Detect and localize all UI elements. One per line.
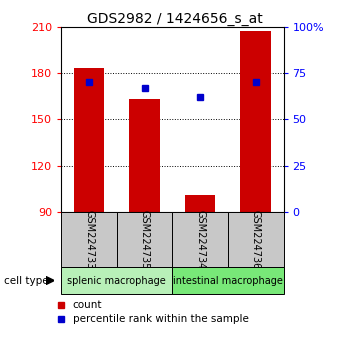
Text: intestinal macrophage: intestinal macrophage — [173, 275, 283, 286]
Text: GSM224736: GSM224736 — [251, 210, 261, 269]
Bar — [61, 267, 172, 294]
Bar — [74, 68, 104, 212]
Bar — [61, 212, 117, 267]
Bar — [228, 212, 284, 267]
Text: GSM224734: GSM224734 — [195, 210, 205, 269]
Text: GSM224733: GSM224733 — [84, 210, 94, 269]
Text: count: count — [72, 299, 102, 309]
Text: percentile rank within the sample: percentile rank within the sample — [72, 314, 248, 325]
Text: GSM224735: GSM224735 — [140, 210, 149, 269]
Bar — [129, 99, 160, 212]
Bar — [117, 212, 172, 267]
Bar — [172, 212, 228, 267]
Text: splenic macrophage: splenic macrophage — [68, 275, 166, 286]
Bar — [172, 267, 284, 294]
Bar — [185, 195, 216, 212]
Text: GDS2982 / 1424656_s_at: GDS2982 / 1424656_s_at — [87, 12, 263, 27]
Polygon shape — [46, 276, 54, 285]
Text: cell type: cell type — [4, 275, 48, 286]
Bar — [240, 31, 271, 212]
